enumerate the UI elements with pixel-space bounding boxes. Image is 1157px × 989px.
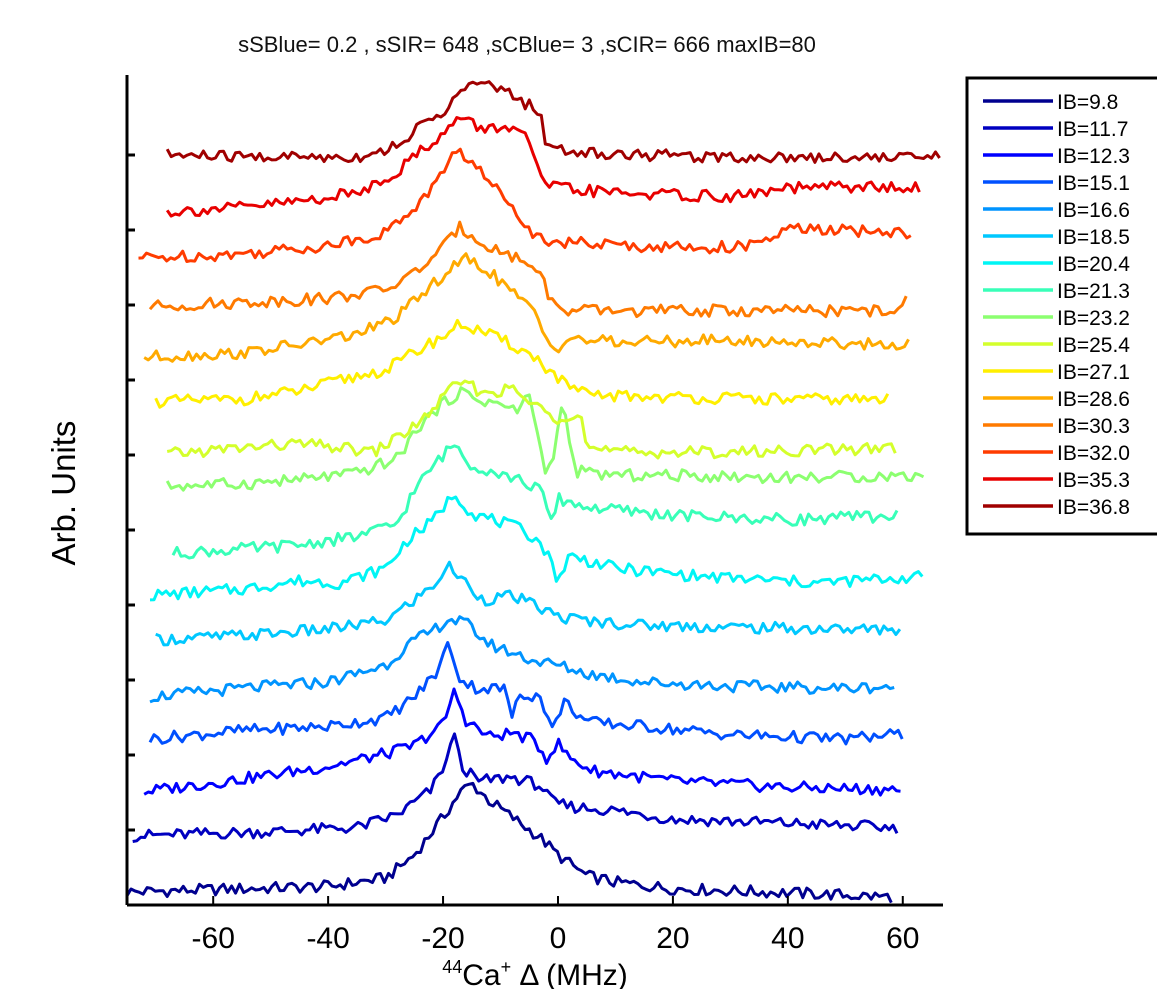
- legend-label: IB=21.3: [1057, 280, 1130, 303]
- x-axis-label: 44Ca+ Δ (MHz): [442, 957, 628, 989]
- legend-label: IB=23.2: [1057, 307, 1130, 330]
- legend-label: IB=15.1: [1057, 172, 1130, 195]
- x-axis-label-element: Ca: [462, 959, 501, 989]
- legend-label: IB=11.7: [1057, 118, 1128, 141]
- legend-label: IB=25.4: [1057, 334, 1130, 357]
- x-tick-label: 60: [886, 922, 919, 955]
- legend-label: IB=12.3: [1057, 145, 1130, 168]
- series-line: [171, 444, 899, 560]
- series-line: [165, 116, 921, 218]
- legend-label: IB=27.1: [1057, 361, 1130, 384]
- legend-label: IB=9.8: [1057, 91, 1118, 114]
- legend-label: IB=35.3: [1057, 469, 1130, 492]
- series-line: [138, 147, 912, 263]
- chart-title: sSBlue= 0.2 , sSIR= 648 ,sCBlue= 3 ,sCIR…: [238, 32, 816, 57]
- series-line: [148, 220, 908, 319]
- x-tick-label: -60: [192, 922, 235, 955]
- series-line: [143, 687, 901, 797]
- legend-label: IB=32.0: [1057, 442, 1130, 465]
- series-line: [143, 252, 910, 363]
- x-tick-label: -20: [421, 922, 464, 955]
- series-line: [165, 386, 925, 492]
- legend: IB=9.8 IB=11.7 IB=12.3 IB=15.1 IB=16.6 IB=18.…: [965, 76, 1157, 536]
- series-line: [148, 641, 904, 746]
- x-tick-label: -40: [306, 922, 349, 955]
- series-layer: [125, 80, 941, 904]
- series-line: [155, 560, 902, 647]
- x-axis-label-isotope: 44: [442, 957, 462, 977]
- legend-label: IB=30.3: [1057, 415, 1130, 438]
- x-tick-label: 0: [550, 922, 567, 955]
- series-line: [149, 495, 924, 602]
- x-axis-label-charge: +: [501, 957, 512, 977]
- x-tick-label: 40: [771, 922, 804, 955]
- legend-label: IB=28.6: [1057, 388, 1130, 411]
- legend-label: IB=36.8: [1057, 496, 1130, 519]
- x-tick-label: 20: [656, 922, 689, 955]
- axes: -60 -40 -20 0 20 40 60: [125, 75, 943, 955]
- series-line: [154, 318, 890, 409]
- y-axis-label: Arb. Units: [45, 421, 82, 566]
- series-line: [125, 781, 893, 904]
- series-line: [166, 379, 897, 460]
- legend-label: IB=18.5: [1057, 226, 1130, 249]
- series-line: [132, 732, 899, 843]
- legend-label: IB=16.6: [1057, 199, 1130, 222]
- legend-label: IB=20.4: [1057, 253, 1130, 276]
- series-line: [149, 615, 895, 704]
- series-line: [165, 80, 941, 164]
- x-axis-label-quantity: Δ (MHz): [511, 959, 628, 989]
